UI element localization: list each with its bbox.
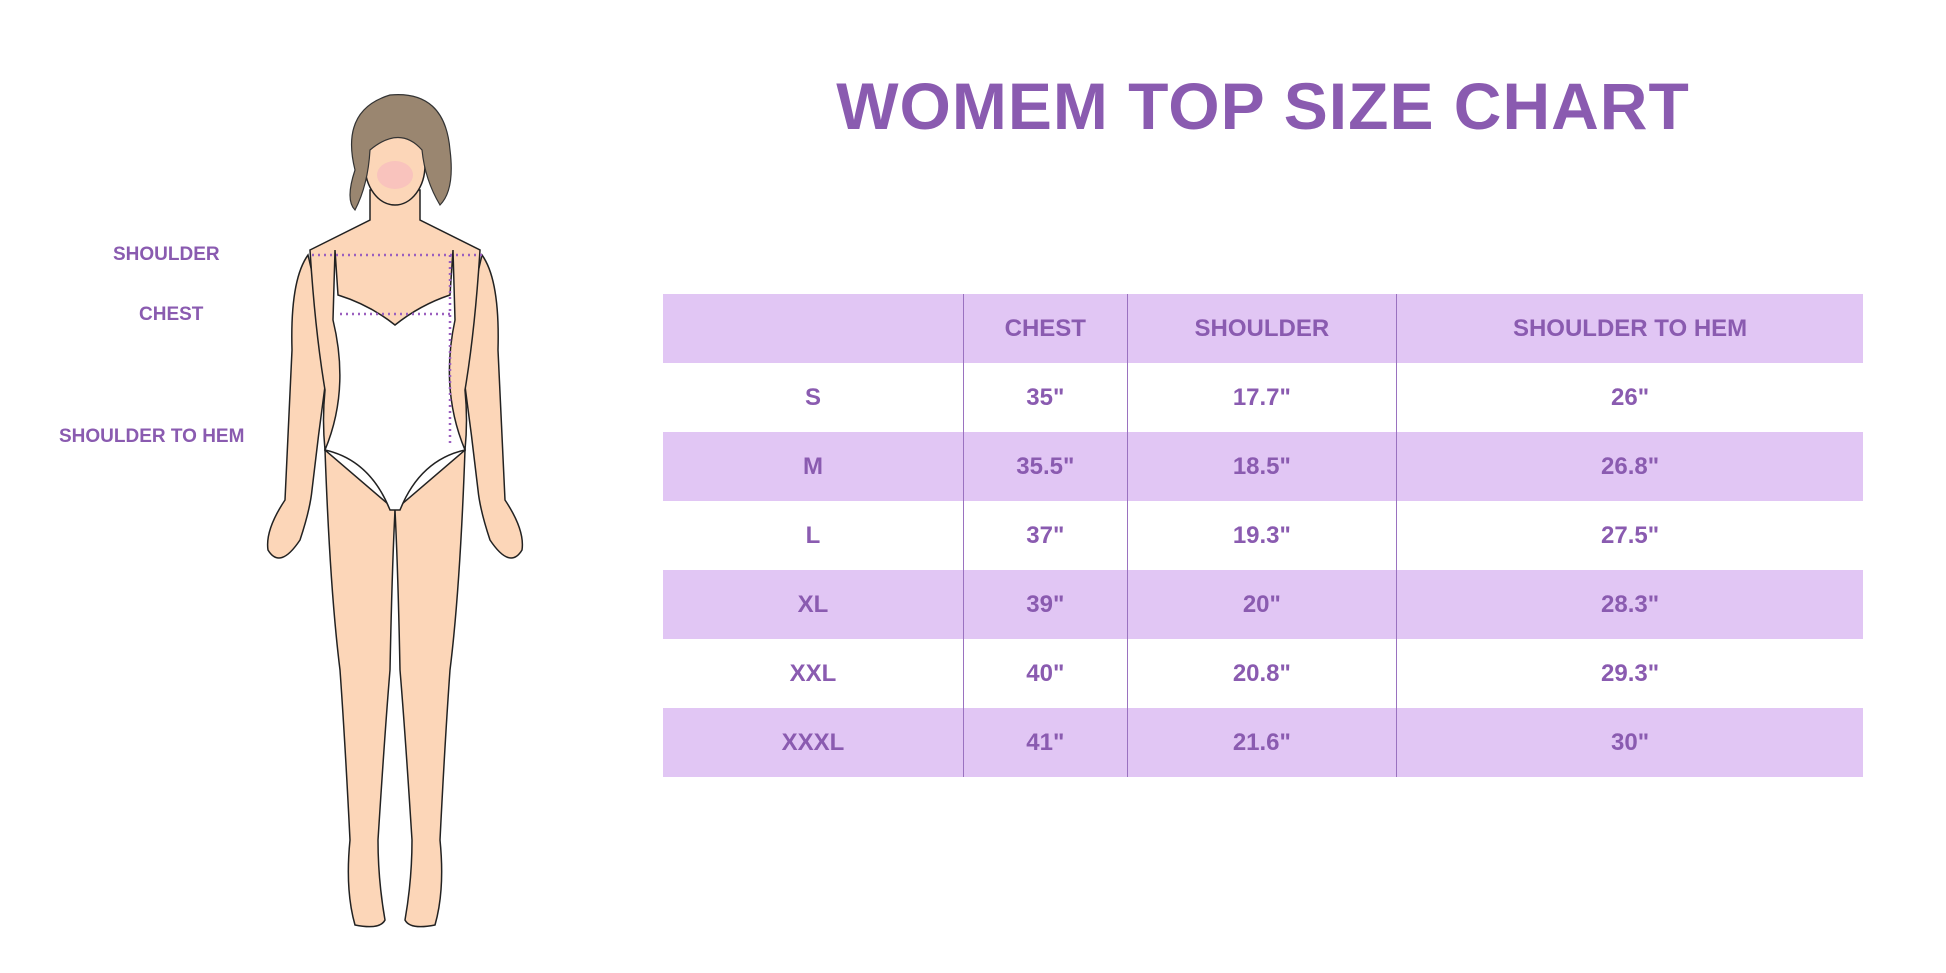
table-cell: 30" [1396, 708, 1863, 777]
column-header: SHOULDER [1126, 294, 1397, 363]
size-label: XL [663, 570, 964, 639]
table-cell: 20.8" [1126, 639, 1397, 708]
table-row: XXL 40" 20.8" 29.3" [663, 639, 1863, 708]
table-cell: 29.3" [1396, 639, 1863, 708]
table-cell: 18.5" [1126, 432, 1397, 501]
size-label: XXL [663, 639, 964, 708]
table-cell: 37" [963, 501, 1128, 570]
table-cell: 20" [1126, 570, 1397, 639]
table-row: L 37" 19.3" 27.5" [663, 501, 1863, 570]
table-cell: 27.5" [1396, 501, 1863, 570]
table-row: S 35" 17.7" 26" [663, 363, 1863, 432]
table-cell: 41" [963, 708, 1128, 777]
size-label: S [663, 363, 964, 432]
table-cell: 17.7" [1126, 363, 1397, 432]
column-header [663, 294, 964, 363]
table-row: XL 39" 20" 28.3" [663, 570, 1863, 639]
column-header: CHEST [963, 294, 1128, 363]
page-title: WOMEM TOP SIZE CHART [836, 69, 1690, 143]
size-label: M [663, 432, 964, 501]
body-figure-illustration [266, 94, 524, 928]
table-cell: 35" [963, 363, 1128, 432]
label-shoulder: SHOULDER [113, 244, 220, 265]
size-label: XXXL [663, 708, 964, 777]
table-row: M 35.5" 18.5" 26.8" [663, 432, 1863, 501]
table-cell: 40" [963, 639, 1128, 708]
table-header-row: CHEST SHOULDER SHOULDER TO HEM [663, 294, 1863, 363]
table-cell: 28.3" [1396, 570, 1863, 639]
table-cell: 26.8" [1396, 432, 1863, 501]
column-header: SHOULDER TO HEM [1396, 294, 1863, 363]
size-label: L [663, 501, 964, 570]
size-chart-table: CHEST SHOULDER SHOULDER TO HEM S 35" 17.7" 26"… [663, 294, 1863, 777]
table-cell: 26" [1396, 363, 1863, 432]
table-cell: 21.6" [1126, 708, 1397, 777]
label-chest: CHEST [139, 304, 204, 325]
table-row: XXXL 41" 21.6" 30" [663, 708, 1863, 777]
label-shoulder-to-hem: SHOULDER TO HEM [59, 426, 245, 447]
table-cell: 35.5" [963, 432, 1128, 501]
table-cell: 39" [963, 570, 1128, 639]
table-cell: 19.3" [1126, 501, 1397, 570]
